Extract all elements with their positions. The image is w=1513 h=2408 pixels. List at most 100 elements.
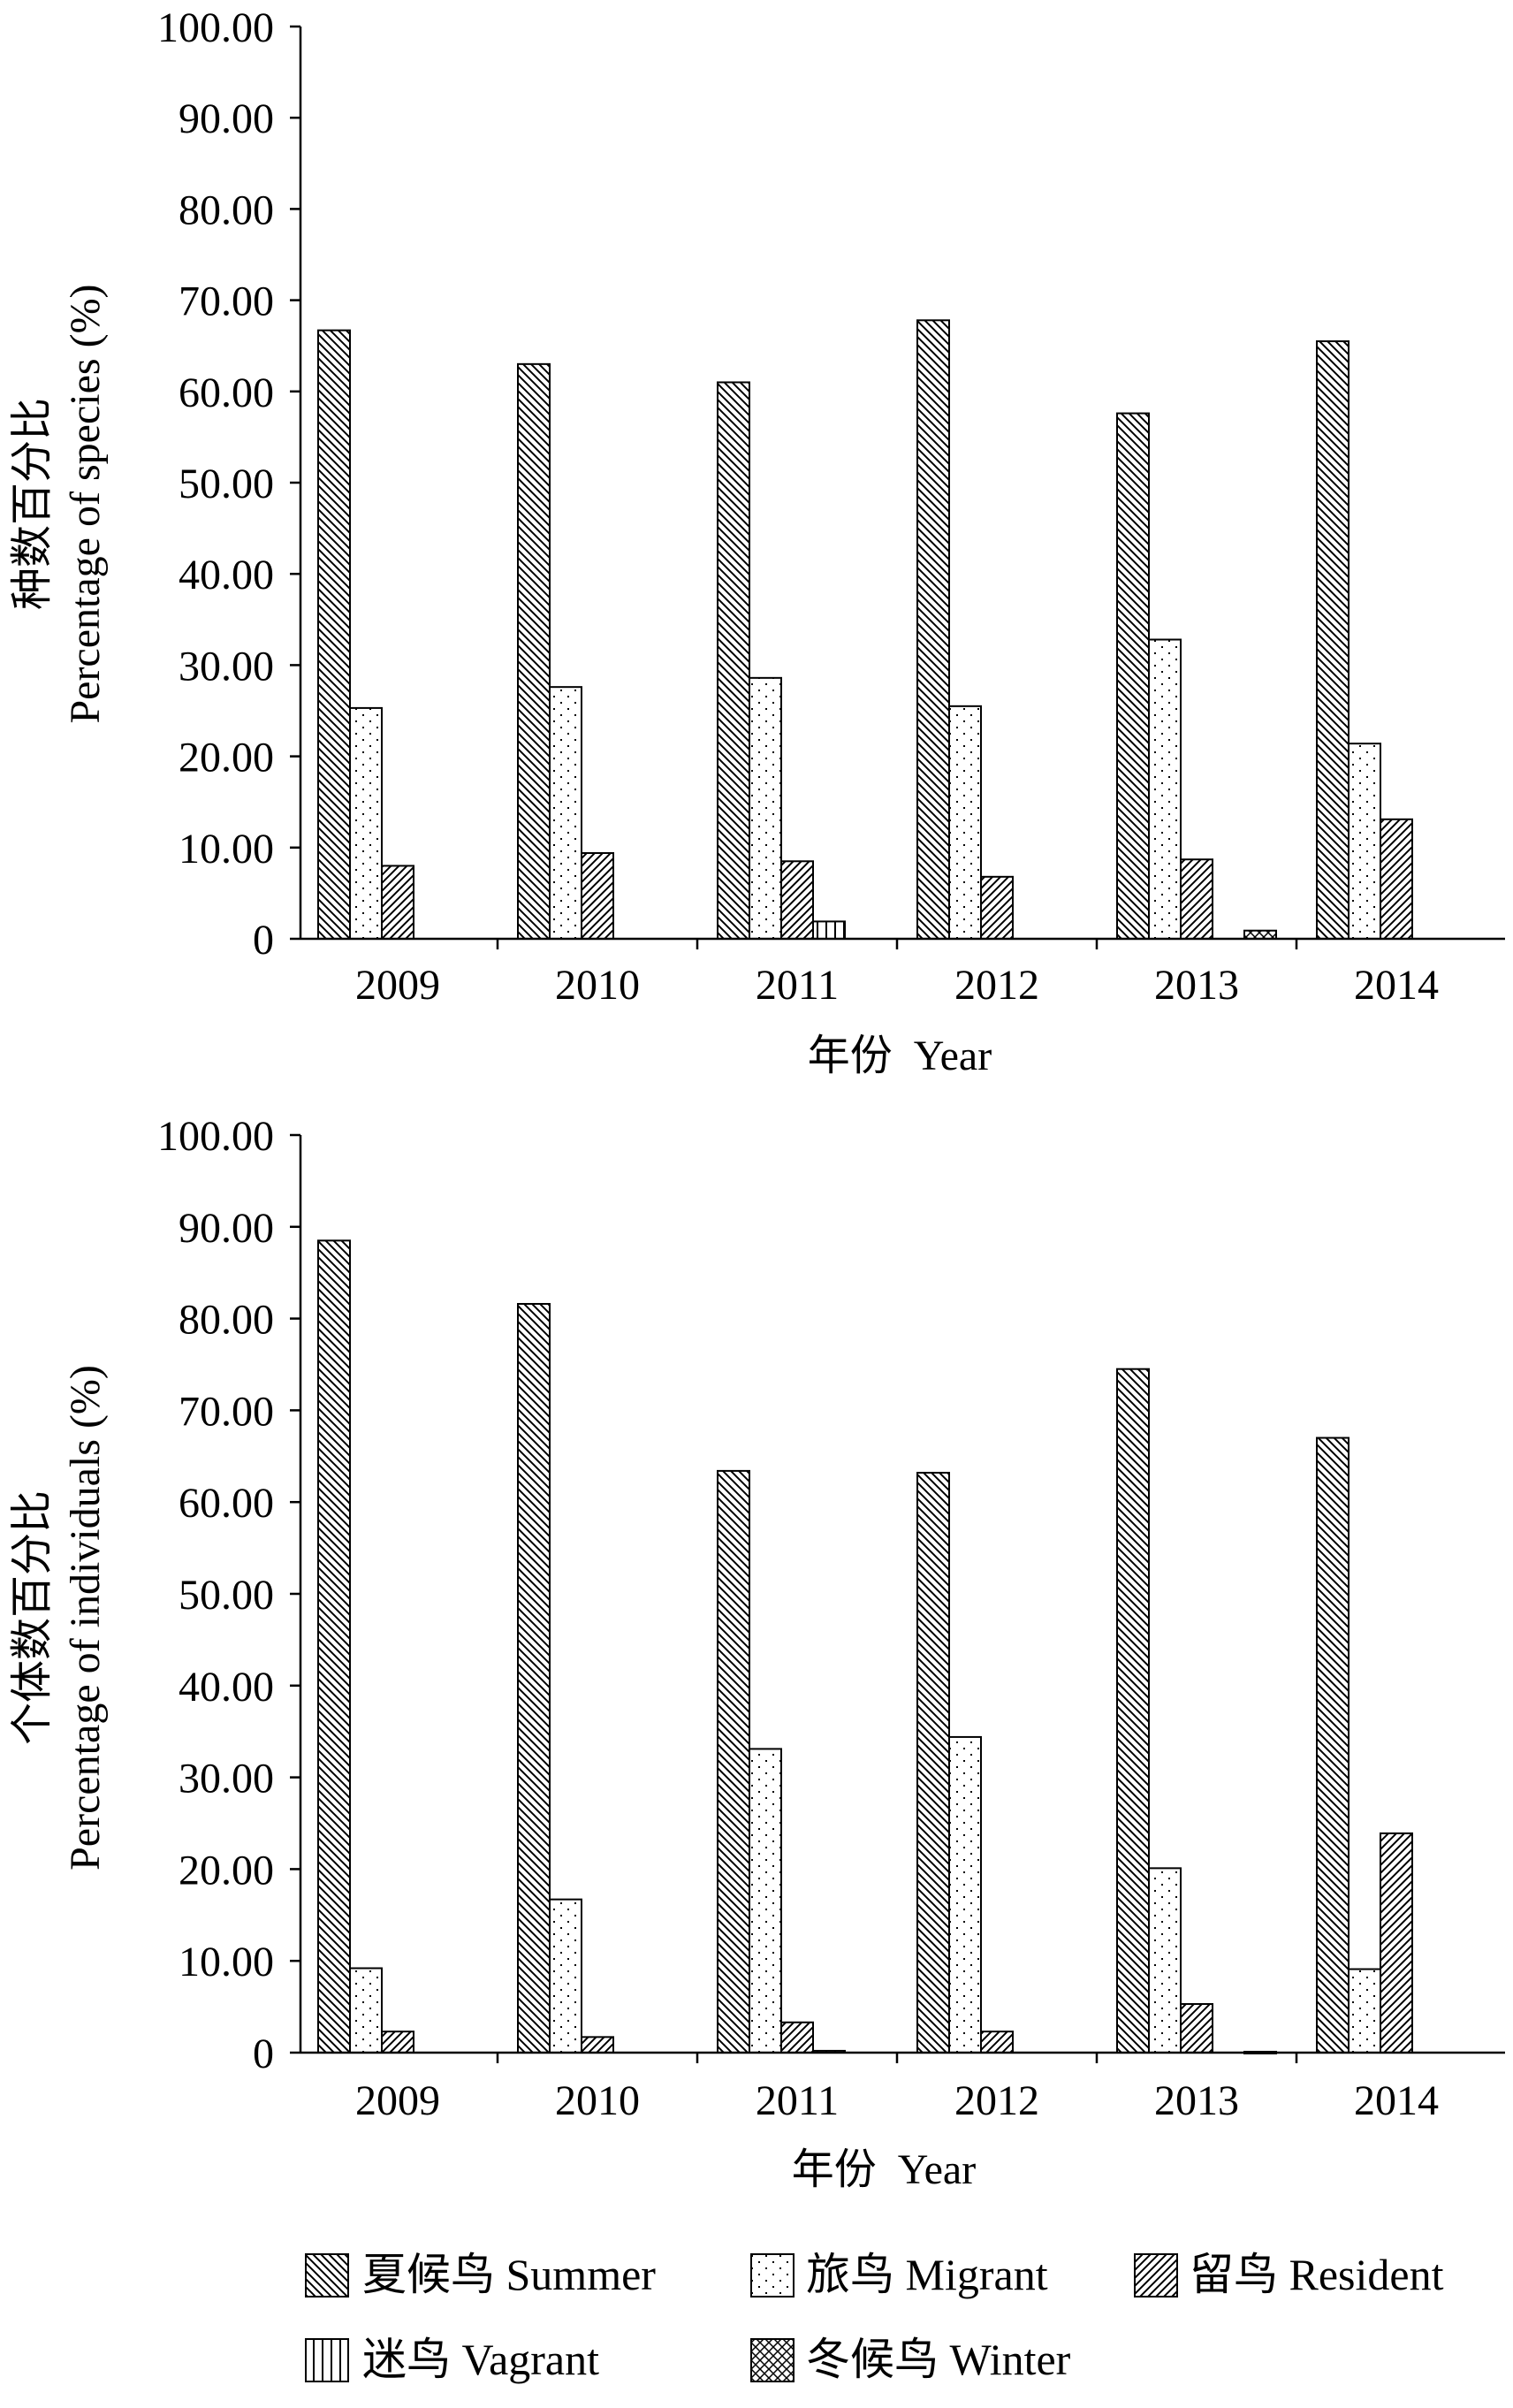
bar-summer-2011: [717, 381, 750, 941]
bar-vagrant-2011: [812, 920, 846, 940]
legend-item-resident: 留鸟 Resident: [1134, 2250, 1444, 2299]
y-tick-label: 90.00: [179, 1205, 274, 1252]
y-tick-label: 10.00: [179, 826, 274, 873]
bar-summer-2011: [717, 1469, 750, 2054]
y-tick-label: 40.00: [179, 1664, 274, 1711]
bar-summer-2009: [317, 329, 351, 940]
x-tick-label: 2011: [756, 962, 839, 1009]
chart-0-bars: [317, 319, 1413, 941]
legend-swatch-resident: [1134, 2253, 1178, 2298]
y-tick-label: 80.00: [179, 187, 274, 233]
bar-migrant-2014: [1348, 1968, 1381, 2054]
chart-0-xlabel: 年份 Year: [808, 1033, 992, 1079]
legend: 夏候鸟 Summer 旅鸟 Migrant 留鸟 Resident 迷鸟 Vag…: [305, 2250, 1444, 2384]
chart-1-y-ticks: 0 10.00 20.00 30.00 40.00 50.00 60.00 70.00 80.0…: [157, 1113, 300, 2077]
bar-summer-2014: [1316, 1436, 1350, 2054]
legend-label-summer: 夏候鸟 Summer: [362, 2250, 656, 2299]
legend-item-summer: 夏候鸟 Summer: [305, 2250, 656, 2299]
y-tick-label: 20.00: [179, 735, 274, 781]
y-tick-label: 100.00: [157, 4, 274, 51]
bar-resident-2012: [980, 875, 1014, 940]
y-tick-label: 0: [253, 2031, 274, 2077]
chart-0-ylabel-2: Percentage of species (%): [62, 284, 109, 723]
x-tick-label: 2014: [1354, 962, 1439, 1009]
bar-migrant-2012: [948, 705, 982, 941]
chart-1-ylabel: 个体数百分比: [9, 1490, 56, 1745]
individuals-percentage-chart: 0 10.00 20.00 30.00 40.00 50.00 60.00 70.00 80.0…: [9, 1113, 1505, 2193]
species-percentage-chart: 0 10.00 20.00 30.00 40.00 50.00 60.00 70.00 80.0…: [9, 4, 1505, 1079]
bar-resident-2013: [1180, 858, 1213, 940]
y-tick-label: 0: [253, 917, 274, 964]
bar-summer-2009: [317, 1239, 351, 2054]
x-tick-label: 2010: [555, 2077, 640, 2124]
bar-migrant-2013: [1148, 638, 1182, 941]
chart-1-x-ticks: 2009 2010 2011 2012 2013 2014: [355, 2053, 1439, 2124]
bar-resident-2014: [1380, 818, 1413, 940]
x-tick-label: 2013: [1154, 962, 1239, 1009]
chart-1-xlabel: 年份 Year: [792, 2146, 976, 2193]
bar-migrant-2012: [948, 1735, 982, 2054]
bar-resident-2014: [1380, 1832, 1413, 2054]
legend-swatch-migrant: [750, 2253, 795, 2298]
x-tick-label: 2010: [555, 962, 640, 1009]
x-tick-label: 2012: [954, 962, 1039, 1009]
legend-swatch-summer: [305, 2253, 349, 2298]
bar-migrant-2011: [749, 1748, 782, 2054]
legend-label-resident: 留鸟 Resident: [1190, 2250, 1444, 2299]
y-tick-label: 90.00: [179, 95, 274, 142]
chart-0-x-ticks: 2009 2010 2011 2012 2013 2014: [355, 939, 1439, 1009]
x-tick-label: 2009: [355, 962, 440, 1009]
bar-migrant-2009: [349, 706, 383, 940]
bar-summer-2010: [517, 1302, 551, 2054]
chart-0-y-ticks: 0 10.00 20.00 30.00 40.00 50.00 60.00 70.00 80.0…: [157, 4, 300, 964]
bar-resident-2009: [381, 865, 414, 940]
bar-migrant-2011: [749, 676, 782, 941]
bar-summer-2014: [1316, 340, 1350, 941]
legend-label-vagrant: 迷鸟 Vagrant: [362, 2335, 599, 2384]
x-tick-label: 2013: [1154, 2077, 1239, 2124]
bar-summer-2010: [517, 362, 551, 940]
bar-resident-2011: [780, 860, 814, 941]
y-tick-label: 20.00: [179, 1847, 274, 1894]
bar-summer-2013: [1116, 412, 1150, 940]
bar-migrant-2009: [349, 1967, 383, 2054]
legend-item-vagrant: 迷鸟 Vagrant: [305, 2335, 599, 2384]
x-tick-label: 2009: [355, 2077, 440, 2124]
chart-1-bars: [317, 1239, 1413, 2054]
legend-label-winter: 冬候鸟 Winter: [806, 2335, 1071, 2384]
bar-resident-2013: [1180, 2002, 1213, 2054]
legend-label-migrant: 旅鸟 Migrant: [806, 2250, 1048, 2299]
legend-item-migrant: 旅鸟 Migrant: [750, 2250, 1048, 2299]
bar-winter-2013: [1243, 929, 1277, 941]
x-tick-label: 2011: [756, 2077, 839, 2124]
bar-migrant-2013: [1148, 1867, 1182, 2054]
bar-summer-2012: [916, 1471, 950, 2054]
bar-resident-2009: [381, 2031, 414, 2054]
y-tick-label: 50.00: [179, 1572, 274, 1619]
bar-resident-2012: [980, 2031, 1014, 2054]
y-tick-label: 50.00: [179, 461, 274, 507]
bar-summer-2013: [1116, 1368, 1150, 2054]
y-tick-label: 60.00: [179, 370, 274, 416]
legend-item-winter: 冬候鸟 Winter: [750, 2335, 1071, 2384]
legend-swatch-vagrant: [305, 2338, 349, 2382]
chart-0-ylabel: 种数百分比: [9, 398, 56, 610]
bar-resident-2010: [581, 2036, 614, 2054]
bar-migrant-2010: [549, 1898, 582, 2054]
bar-summer-2012: [916, 319, 950, 940]
bar-migrant-2010: [549, 686, 582, 941]
y-tick-label: 100.00: [157, 1113, 274, 1160]
x-tick-label: 2012: [954, 2077, 1039, 2124]
bar-resident-2011: [780, 2021, 814, 2054]
bar-migrant-2014: [1348, 743, 1381, 940]
y-tick-label: 10.00: [179, 1939, 274, 1985]
bar-resident-2010: [581, 851, 614, 941]
y-tick-label: 30.00: [179, 643, 274, 690]
y-tick-label: 80.00: [179, 1297, 274, 1344]
x-tick-label: 2014: [1354, 2077, 1439, 2124]
y-tick-label: 40.00: [179, 552, 274, 598]
y-tick-label: 60.00: [179, 1480, 274, 1527]
legend-swatch-winter: [750, 2338, 795, 2382]
y-tick-label: 70.00: [179, 278, 274, 325]
